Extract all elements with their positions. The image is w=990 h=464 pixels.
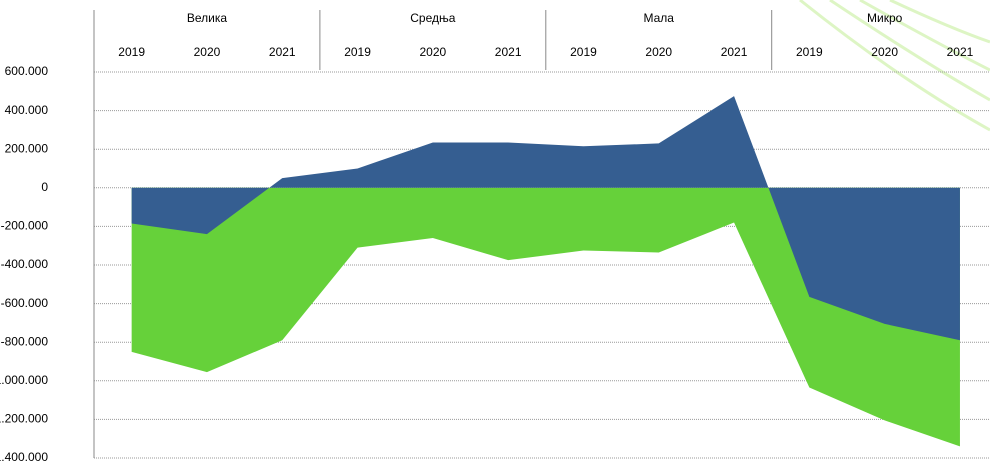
group-label: Велика [187,11,227,25]
y-tick-label: 600.000 [5,64,49,78]
group-label: Средња [410,11,456,25]
x-tick-label: 2019 [796,45,823,59]
x-tick-label: 2019 [344,45,371,59]
y-tick-label: -200.000 [1,219,49,233]
y-tick-label: 200.000 [5,141,49,155]
area [131,96,960,341]
x-tick-label: 2021 [269,45,296,59]
x-tick-label: 2020 [871,45,898,59]
y-tick-label: -600.000 [1,296,49,310]
y-tick-label: 0 [41,180,48,194]
x-tick-label: 2021 [721,45,748,59]
y-tick-label: 400.000 [5,103,49,117]
y-tick-label: -400.000 [1,257,49,271]
x-tick-label: 2020 [419,45,446,59]
background-decoration [799,0,990,132]
x-tick-label: 2021 [495,45,522,59]
x-tick-label: 2019 [118,45,145,59]
x-tick-label: 2020 [194,45,221,59]
group-label: Мала [644,11,675,25]
area [131,187,960,447]
y-tick-label: -1.200.000 [0,412,48,426]
x-tick-label: 2020 [645,45,672,59]
x-tick-label: 2021 [947,45,974,59]
x-tick-label: 2019 [570,45,597,59]
y-tick-label: -800.000 [1,334,49,348]
group-label: Микро [867,11,903,25]
y-tick-label: -1.000.000 [0,373,48,387]
y-tick-label: -1.400.000 [0,450,48,464]
